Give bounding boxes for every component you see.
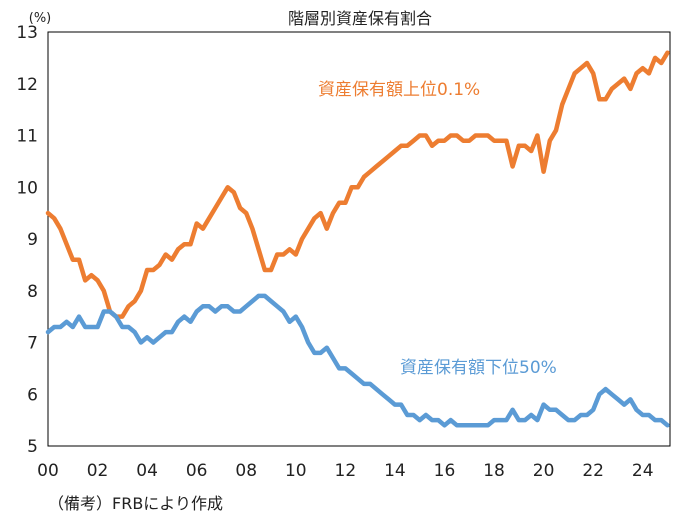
y-tick-label: 11 bbox=[16, 127, 38, 147]
x-tick-label: 10 bbox=[285, 461, 307, 481]
source-note: （備考）FRBにより作成 bbox=[48, 494, 223, 513]
x-tick-label: 16 bbox=[434, 461, 456, 481]
series-line-bottom50 bbox=[45, 293, 670, 428]
x-tick-label: 04 bbox=[136, 461, 158, 481]
y-tick-label: 7 bbox=[27, 334, 38, 354]
x-tick-label: 12 bbox=[335, 461, 357, 481]
x-tick-label: 02 bbox=[87, 461, 109, 481]
x-tick-label: 24 bbox=[632, 461, 654, 481]
plot-area-frame bbox=[47, 31, 671, 447]
y-tick-label: 13 bbox=[16, 23, 38, 43]
x-tick-label: 08 bbox=[235, 461, 257, 481]
x-tick-label: 14 bbox=[384, 461, 406, 481]
series-label-top01: 資産保有額上位0.1% bbox=[318, 80, 480, 100]
y-tick-label: 12 bbox=[16, 75, 38, 95]
y-tick-label: 5 bbox=[27, 437, 38, 457]
x-tick-label: 22 bbox=[582, 461, 604, 481]
x-tick-label: 18 bbox=[483, 461, 505, 481]
x-tick-label: 20 bbox=[533, 461, 555, 481]
chart-title: 階層別資産保有割合 bbox=[288, 9, 432, 28]
series-label-bottom50: 資産保有額下位50% bbox=[400, 358, 557, 378]
y-unit-label: (%) bbox=[29, 11, 52, 26]
x-tick-label: 00 bbox=[37, 461, 59, 481]
y-tick-label: 6 bbox=[27, 385, 38, 405]
y-axis-ticks: 5 6 7 8 9 10 11 12 13 bbox=[16, 23, 38, 457]
x-tick-label: 06 bbox=[186, 461, 208, 481]
y-tick-label: 8 bbox=[27, 282, 38, 302]
y-tick-label: 10 bbox=[16, 178, 38, 198]
x-axis-ticks: 00 02 04 06 08 10 12 14 16 18 20 22 24 bbox=[37, 461, 653, 481]
series-line-top01 bbox=[45, 50, 670, 319]
series-lines bbox=[45, 50, 670, 428]
y-tick-label: 9 bbox=[27, 230, 38, 250]
